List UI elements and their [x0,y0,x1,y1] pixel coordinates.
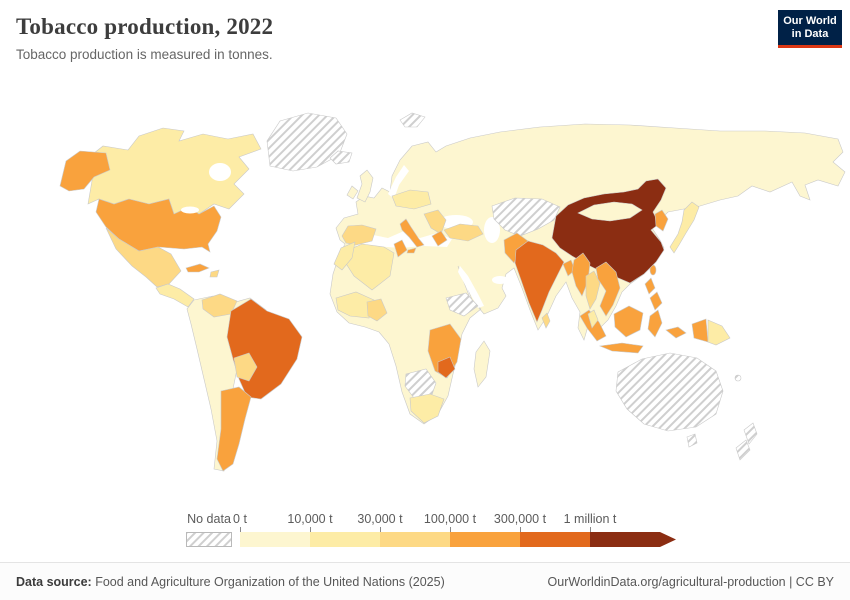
country-hispaniola[interactable] [209,269,220,278]
region-central-america[interactable] [155,283,195,308]
legend-no-data: No data [186,512,232,547]
country-indonesia[interactable] [579,305,709,354]
sea-great-lakes [181,206,199,214]
country-united-kingdom[interactable] [356,169,374,203]
sea-baltic [388,165,409,199]
country-argentina[interactable] [216,386,252,472]
country-tunisia[interactable] [393,239,408,258]
region-central-asia[interactable] [491,197,561,237]
legend-tick-4: 300,000 t [493,512,547,526]
country-cuba[interactable] [185,263,210,273]
legend-tick-2: 30,000 t [357,512,403,526]
country-spain[interactable] [341,224,377,246]
country-myanmar[interactable] [571,252,591,297]
country-south-africa[interactable] [409,393,445,424]
legend-tick-3: 100,000 t [423,512,477,526]
sea-mediterranean [350,231,452,248]
logo-line1: Our World [783,15,837,27]
country-bolivia-paraguay[interactable] [233,352,258,382]
country-australia[interactable] [615,352,724,448]
country-greenland[interactable] [266,112,348,172]
country-new-zealand[interactable] [735,422,758,461]
legend-bin-3[interactable] [450,532,520,547]
legend-bin-4[interactable] [520,532,590,547]
country-iceland[interactable] [329,150,353,165]
sea-caspian [484,217,500,243]
sea-red-sea [458,266,484,308]
legend-scale: 0 t 10,000 t 30,000 t 100,000 t 300,000 … [233,512,680,547]
country-canada[interactable] [83,127,262,215]
country-ireland[interactable] [346,185,359,200]
data-source-text: Food and Agriculture Organization of the… [95,574,445,589]
country-mongolia[interactable] [577,201,643,222]
country-brazil[interactable] [226,298,303,400]
map-legend: No data 0 t 10,000 t 30,000 t 100,000 t … [186,512,680,547]
country-alaska[interactable] [59,150,111,192]
legend-bin-1[interactable] [310,532,380,547]
legend-color-bar [240,527,676,547]
country-greece[interactable] [431,230,448,247]
country-korea[interactable] [654,209,669,232]
country-japan[interactable] [669,201,700,254]
country-nigeria[interactable] [366,298,388,322]
region-central-europe[interactable] [391,189,432,210]
country-malaysia[interactable] [587,309,599,329]
logo-text: Our World in Data [778,10,842,45]
data-source: Data source: Food and Agriculture Organi… [16,575,445,589]
chart-header: Tobacco production, 2022 Tobacco product… [16,14,273,62]
page-title: Tobacco production, 2022 [16,14,274,39]
region-south-sudan-somalia[interactable] [445,292,479,317]
legend-tick-1: 10,000 t [287,512,333,526]
country-india[interactable] [514,240,565,323]
region-balkans[interactable] [423,209,447,235]
owid-logo[interactable]: Our World in Data [778,10,842,48]
country-philippines[interactable] [644,277,663,311]
legend-bin-0[interactable] [240,532,310,547]
country-papua-new-guinea[interactable] [707,319,731,346]
country-vietnam-laos[interactable] [595,261,621,317]
sea-hudson-bay [209,163,231,181]
legend-tick-5: 1 million t [563,512,617,526]
legend-no-data-swatch[interactable] [186,532,232,547]
country-italy[interactable] [399,218,425,254]
legend-bin-5-arrow[interactable] [590,532,676,547]
country-mexico[interactable] [105,227,182,288]
sea-persian-gulf [492,276,508,284]
data-source-label: Data source: [16,574,92,589]
country-sri-lanka[interactable] [541,312,551,329]
country-turkey[interactable] [443,223,484,242]
page-subtitle: Tobacco production is measured in tonnes… [16,47,273,62]
country-thailand[interactable] [585,270,601,310]
country-svalbard[interactable] [399,112,426,128]
country-zimbabwe[interactable] [437,356,456,379]
footer: Data source: Food and Agriculture Organi… [0,562,850,600]
legend-no-data-label: No data [187,512,231,526]
logo-line2: in Data [791,28,829,40]
legend-tick-0: 0 t [233,512,247,526]
country-morocco[interactable] [333,241,356,271]
country-algeria[interactable] [343,243,395,291]
region-west-africa[interactable] [335,291,375,319]
country-new-caledonia[interactable] [734,374,742,382]
legend-tick-labels: 0 t 10,000 t 30,000 t 100,000 t 300,000 … [233,512,680,527]
footer-link[interactable]: OurWorldinData.org/agricultural-producti… [547,574,834,589]
logo-red-stripe [778,45,842,48]
legend-bin-2[interactable] [380,532,450,547]
country-madagascar[interactable] [473,340,491,388]
